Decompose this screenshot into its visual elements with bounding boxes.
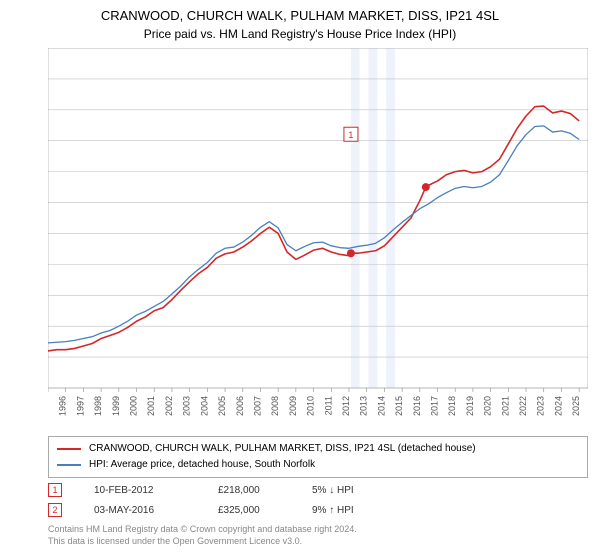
svg-text:2025: 2025 bbox=[571, 396, 581, 416]
svg-text:2006: 2006 bbox=[235, 396, 245, 416]
svg-text:2001: 2001 bbox=[146, 396, 156, 416]
legend-label-property: CRANWOOD, CHURCH WALK, PULHAM MARKET, DI… bbox=[89, 441, 476, 457]
svg-text:1995: 1995 bbox=[48, 396, 50, 416]
trades-block: 1 10-FEB-2012 £218,000 5% ↓ HPI 2 03-MAY… bbox=[48, 480, 588, 520]
svg-text:2000: 2000 bbox=[129, 396, 139, 416]
svg-text:2011: 2011 bbox=[323, 396, 333, 415]
svg-text:2002: 2002 bbox=[164, 396, 174, 416]
chart-plot-area: £0£50K£100K£150K£200K£250K£300K£350K£400… bbox=[48, 48, 588, 418]
svg-text:2012: 2012 bbox=[341, 396, 351, 416]
trade-date-2: 03-MAY-2016 bbox=[94, 505, 214, 516]
legend-swatch-property bbox=[57, 448, 81, 450]
svg-text:1999: 1999 bbox=[111, 396, 121, 416]
trade-marker-2: 2 bbox=[48, 503, 62, 517]
legend-row-hpi: HPI: Average price, detached house, Sout… bbox=[57, 457, 579, 473]
svg-text:2016: 2016 bbox=[412, 396, 422, 416]
svg-text:1997: 1997 bbox=[75, 396, 85, 416]
svg-text:2010: 2010 bbox=[306, 396, 316, 416]
svg-text:2013: 2013 bbox=[359, 396, 369, 416]
svg-text:1996: 1996 bbox=[58, 396, 68, 416]
svg-text:2009: 2009 bbox=[288, 396, 298, 416]
svg-text:2015: 2015 bbox=[394, 396, 404, 416]
legend-box: CRANWOOD, CHURCH WALK, PULHAM MARKET, DI… bbox=[48, 436, 588, 478]
svg-text:2022: 2022 bbox=[518, 396, 528, 416]
svg-text:2019: 2019 bbox=[465, 396, 475, 416]
trade-date-1: 10-FEB-2012 bbox=[94, 485, 214, 496]
svg-text:2017: 2017 bbox=[430, 396, 440, 416]
svg-text:2008: 2008 bbox=[270, 396, 280, 416]
svg-text:2018: 2018 bbox=[447, 396, 457, 416]
svg-text:2014: 2014 bbox=[376, 396, 386, 416]
svg-text:2024: 2024 bbox=[553, 396, 563, 416]
trade-comp-1: 5% ↓ HPI bbox=[312, 485, 402, 496]
title-block: CRANWOOD, CHURCH WALK, PULHAM MARKET, DI… bbox=[0, 0, 600, 42]
svg-text:2021: 2021 bbox=[500, 396, 510, 416]
trade-comp-2: 9% ↑ HPI bbox=[312, 505, 402, 516]
chart-subtitle: Price paid vs. HM Land Registry's House … bbox=[0, 27, 600, 43]
attribution: Contains HM Land Registry data © Crown c… bbox=[48, 524, 588, 547]
chart-container: CRANWOOD, CHURCH WALK, PULHAM MARKET, DI… bbox=[0, 0, 600, 560]
attribution-line2: This data is licensed under the Open Gov… bbox=[48, 536, 588, 548]
svg-text:2007: 2007 bbox=[252, 396, 262, 416]
trade-row-1: 1 10-FEB-2012 £218,000 5% ↓ HPI bbox=[48, 480, 588, 500]
chart-title: CRANWOOD, CHURCH WALK, PULHAM MARKET, DI… bbox=[0, 8, 600, 25]
svg-text:2003: 2003 bbox=[182, 396, 192, 416]
svg-text:1: 1 bbox=[348, 130, 353, 140]
legend-swatch-hpi bbox=[57, 464, 81, 466]
trade-price-2: £325,000 bbox=[218, 505, 308, 516]
svg-text:2004: 2004 bbox=[199, 396, 209, 416]
attribution-line1: Contains HM Land Registry data © Crown c… bbox=[48, 524, 588, 536]
trade-price-1: £218,000 bbox=[218, 485, 308, 496]
trade-marker-1: 1 bbox=[48, 483, 62, 497]
legend-row-property: CRANWOOD, CHURCH WALK, PULHAM MARKET, DI… bbox=[57, 441, 579, 457]
legend-label-hpi: HPI: Average price, detached house, Sout… bbox=[89, 457, 315, 473]
trade-row-2: 2 03-MAY-2016 £325,000 9% ↑ HPI bbox=[48, 500, 588, 520]
svg-text:2023: 2023 bbox=[536, 396, 546, 416]
svg-text:2020: 2020 bbox=[483, 396, 493, 416]
chart-svg: £0£50K£100K£150K£200K£250K£300K£350K£400… bbox=[48, 48, 588, 418]
svg-text:2005: 2005 bbox=[217, 396, 227, 416]
svg-text:1998: 1998 bbox=[93, 396, 103, 416]
